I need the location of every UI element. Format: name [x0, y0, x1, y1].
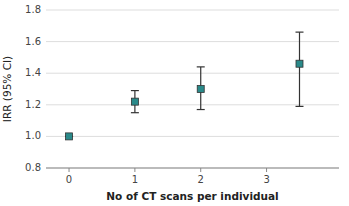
marks: [65, 32, 303, 140]
error-bar: [295, 32, 303, 106]
point: [66, 133, 73, 140]
y-tick-label: 1.4: [25, 67, 41, 78]
point: [197, 86, 204, 93]
error-bar: [131, 91, 139, 113]
grid: [46, 10, 339, 168]
grid-line: [46, 10, 339, 11]
grid-line: [46, 136, 339, 137]
error-line: [299, 32, 300, 106]
grid-line: [46, 104, 339, 105]
point: [131, 98, 138, 105]
x-axis-line: [46, 168, 339, 169]
y-tick-label: 1.8: [25, 4, 41, 15]
chart-container: 0.8 1.0 1.2 1.4 1.6 1.8 0 1 2 3 No of CT scans per…: [0, 0, 349, 206]
x-tick-label: 2: [198, 174, 204, 185]
chart-svg: 0.8 1.0 1.2 1.4 1.6 1.8 0 1 2 3 No of CT scans per…: [0, 0, 349, 206]
x-tick: [69, 168, 70, 172]
x-tick-label: 0: [66, 174, 72, 185]
x-tick-label: 3: [263, 174, 269, 185]
grid-line: [46, 41, 339, 42]
error-cap: [295, 106, 303, 107]
y-tick-label: 0.8: [25, 162, 41, 173]
y-tick-label: 1.0: [25, 130, 41, 141]
grid-line: [46, 73, 339, 74]
y-tick-label: 1.6: [25, 36, 41, 47]
error-cap: [197, 109, 205, 110]
error-cap: [197, 66, 205, 67]
y-axis-label: IRR (95% CI): [1, 56, 13, 122]
x-tick-label: 1: [132, 174, 138, 185]
error-cap: [295, 32, 303, 33]
error-cap: [131, 90, 139, 91]
x-tick: [266, 168, 267, 172]
error-cap: [131, 112, 139, 113]
error-bar: [197, 67, 205, 110]
point: [296, 60, 303, 67]
y-tick-label: 1.2: [25, 99, 41, 110]
x-axis-label: No of CT scans per individual: [106, 190, 278, 202]
grid-line: [46, 168, 339, 169]
x-tick: [134, 168, 135, 172]
x-tick: [200, 168, 201, 172]
